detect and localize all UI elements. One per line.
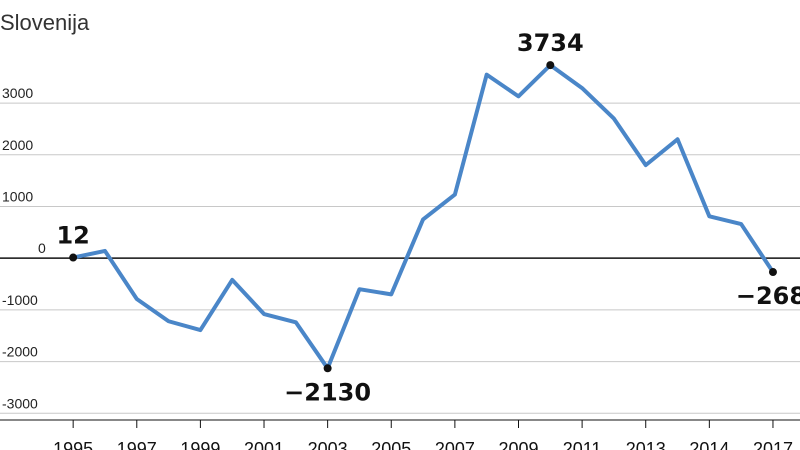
data-label: 12: [56, 222, 89, 250]
x-tick-label: 2007: [435, 439, 475, 450]
data-line: [72, 63, 775, 371]
x-tick-label: 2011: [563, 439, 602, 450]
y-tick-label: 3000: [2, 85, 33, 101]
x-tick-label: 2017: [753, 439, 793, 450]
data-label: −2130: [284, 378, 371, 406]
data-label: 3734: [517, 29, 584, 57]
chart-title: Slovenija: [0, 10, 90, 35]
x-tick-label: 2003: [308, 439, 348, 450]
data-label: −268: [736, 282, 800, 310]
y-tick-label: -1000: [2, 292, 38, 308]
x-tick-label: 2013: [626, 439, 666, 450]
x-tick-label: 1995: [53, 439, 93, 450]
point: [546, 61, 555, 70]
y-tick-label: -2000: [2, 344, 38, 360]
x-tick-label: 2009: [498, 439, 538, 450]
x-tick-label: 2001: [244, 439, 284, 450]
point: [768, 268, 777, 277]
point: [69, 253, 78, 262]
y-tick-label: -3000: [2, 395, 38, 411]
x-tick-label: 2005: [371, 439, 411, 450]
y-tick-label: 0: [38, 240, 46, 256]
y-tick-label: 2000: [2, 137, 33, 153]
x-tick-label: 1997: [117, 439, 157, 450]
x-tick-label: 2014: [689, 439, 729, 450]
y-tick-label: 1000: [2, 188, 33, 204]
point: [323, 364, 332, 373]
x-tick-label: 1999: [180, 439, 220, 450]
